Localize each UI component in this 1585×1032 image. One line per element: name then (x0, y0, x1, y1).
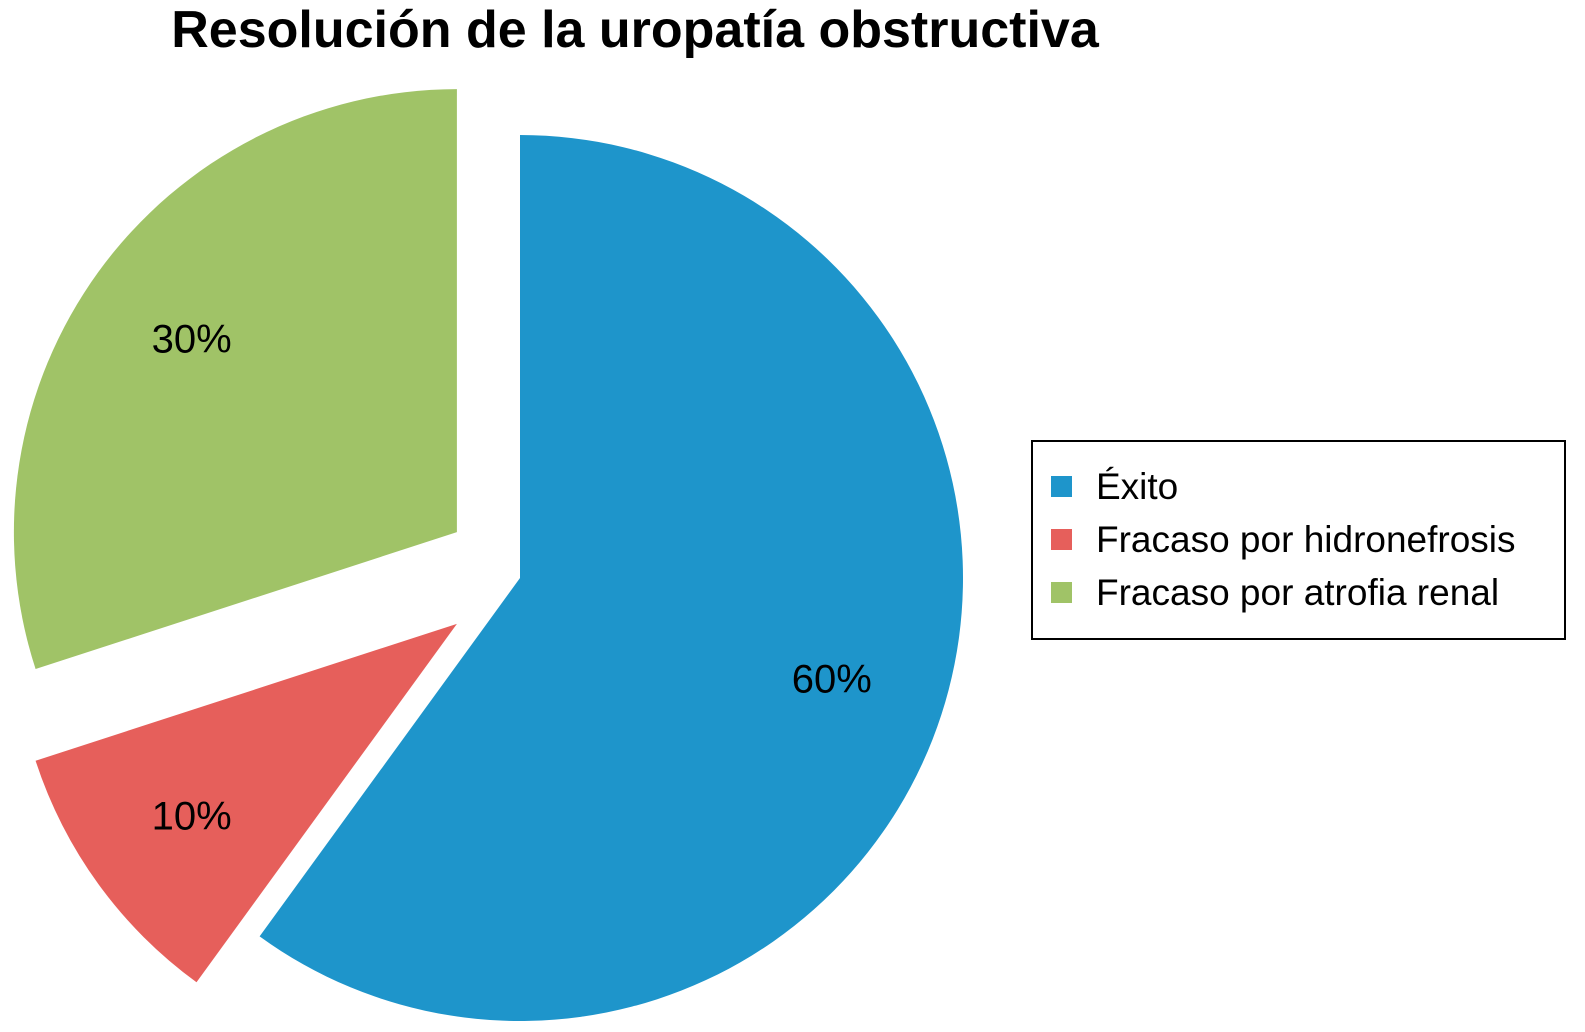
legend-item-atrofia: Fracaso por atrofia renal (1033, 566, 1564, 619)
data-label-exito: 60% (792, 657, 872, 701)
legend: Éxito Fracaso por hidronefrosis Fracaso … (1031, 440, 1566, 640)
data-label-atrofia: 30% (152, 318, 232, 362)
legend-swatch-exito (1051, 476, 1072, 497)
legend-item-hidronefrosis: Fracaso por hidronefrosis (1033, 513, 1564, 566)
legend-swatch-atrofia (1051, 582, 1072, 603)
chart-title: Resolución de la uropatía obstructiva (171, 1, 1099, 59)
pie-slice-atrofia (13, 89, 457, 670)
data-label-hidronefrosis: 10% (152, 795, 232, 839)
pie-slice-hidronefrosis (35, 623, 457, 983)
pie-data-labels: 60% 10% 30% (152, 318, 872, 839)
legend-item-exito: Éxito (1033, 460, 1564, 513)
legend-swatch-hidronefrosis (1051, 529, 1072, 550)
legend-label-hidronefrosis: Fracaso por hidronefrosis (1096, 518, 1516, 560)
pie-slice-exito (259, 135, 964, 1021)
pie-chart: 60% 10% 30% (13, 89, 964, 1021)
legend-label-atrofia: Fracaso por atrofia renal (1096, 571, 1500, 613)
pie-slices (13, 89, 964, 1021)
legend-label-exito: Éxito (1096, 465, 1179, 507)
